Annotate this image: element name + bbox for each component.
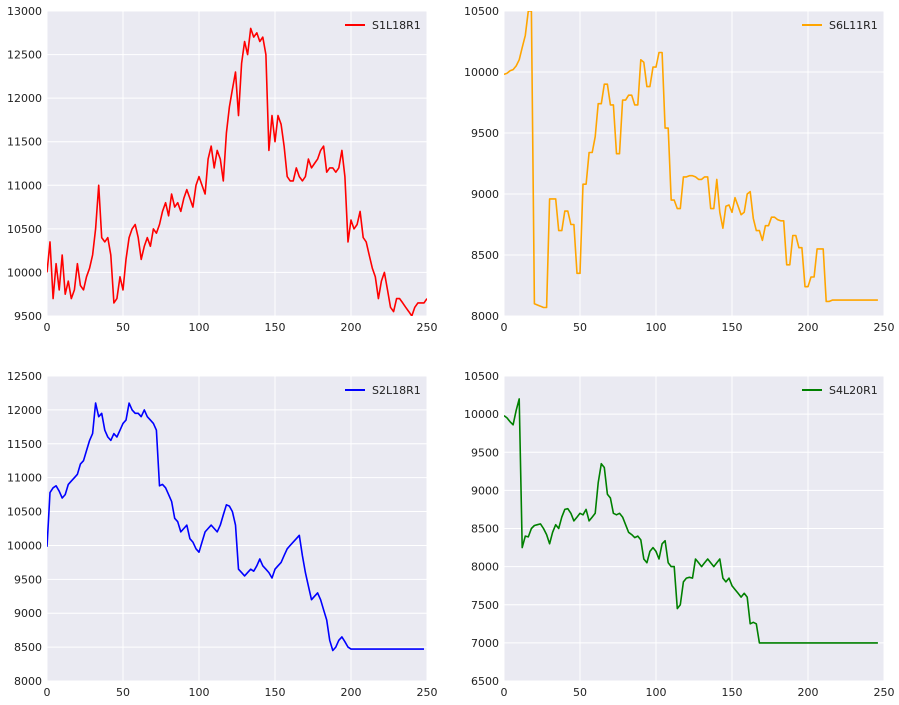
plot-area xyxy=(47,11,427,316)
x-tick-label: 100 xyxy=(189,321,210,334)
y-tick-label: 12000 xyxy=(7,404,42,417)
y-tick-label: 8500 xyxy=(14,641,42,654)
x-tick-label: 0 xyxy=(501,686,508,699)
y-tick-label: 9500 xyxy=(471,446,499,459)
y-tick-label: 9000 xyxy=(471,484,499,497)
y-tick-label: 7000 xyxy=(471,637,499,650)
x-tick-label: 50 xyxy=(573,686,587,699)
y-tick-label: 11000 xyxy=(7,472,42,485)
y-tick-label: 8500 xyxy=(471,249,499,262)
x-tick-label: 150 xyxy=(722,686,743,699)
y-tick-label: 8000 xyxy=(14,675,42,688)
y-tick-label: 12500 xyxy=(7,49,42,62)
y-tick-label: 9500 xyxy=(14,573,42,586)
series-line-s6l11r1 xyxy=(504,11,878,309)
y-tick-label: 9000 xyxy=(471,188,499,201)
y-tick-label: 10500 xyxy=(464,370,499,383)
y-tick-label: 9500 xyxy=(14,310,42,323)
x-tick-label: 150 xyxy=(722,321,743,334)
legend-label: S2L18R1 xyxy=(372,384,421,397)
y-tick-label: 9000 xyxy=(14,607,42,620)
y-tick-label: 10000 xyxy=(464,408,499,421)
y-tick-label: 12500 xyxy=(7,370,42,383)
series-line-s4l20r1 xyxy=(504,398,878,644)
x-tick-label: 0 xyxy=(44,686,51,699)
x-tick-label: 0 xyxy=(44,321,51,334)
y-tick-label: 11500 xyxy=(7,136,42,149)
y-tick-label: 10000 xyxy=(464,66,499,79)
y-tick-label: 10500 xyxy=(7,506,42,519)
series-line-s1l18r1 xyxy=(47,27,427,316)
x-tick-label: 200 xyxy=(341,686,362,699)
x-tick-label: 100 xyxy=(646,686,667,699)
y-tick-label: 13000 xyxy=(7,5,42,18)
legend-label: S6L11R1 xyxy=(829,19,878,32)
legend-label: S4L20R1 xyxy=(829,384,878,397)
x-tick-label: 250 xyxy=(417,686,438,699)
x-tick-label: 150 xyxy=(265,686,286,699)
series-line-s2l18r1 xyxy=(47,402,424,652)
y-tick-label: 9500 xyxy=(471,127,499,140)
y-tick-label: 12000 xyxy=(7,92,42,105)
legend-label: S1L18R1 xyxy=(372,19,421,32)
x-tick-label: 200 xyxy=(798,686,819,699)
x-tick-label: 250 xyxy=(874,321,895,334)
y-tick-label: 11500 xyxy=(7,438,42,451)
x-tick-label: 0 xyxy=(501,321,508,334)
plot-area xyxy=(47,376,427,681)
x-tick-label: 50 xyxy=(116,321,130,334)
x-tick-label: 250 xyxy=(417,321,438,334)
y-tick-label: 10500 xyxy=(464,5,499,18)
y-tick-label: 10500 xyxy=(7,223,42,236)
x-tick-label: 100 xyxy=(189,686,210,699)
y-tick-label: 10000 xyxy=(7,266,42,279)
y-tick-label: 8000 xyxy=(471,561,499,574)
y-tick-label: 10000 xyxy=(7,539,42,552)
y-tick-label: 7500 xyxy=(471,599,499,612)
x-tick-label: 150 xyxy=(265,321,286,334)
x-tick-label: 200 xyxy=(798,321,819,334)
x-tick-label: 50 xyxy=(573,321,587,334)
plot-area xyxy=(504,11,884,316)
x-tick-label: 50 xyxy=(116,686,130,699)
y-tick-label: 6500 xyxy=(471,675,499,688)
y-tick-label: 8000 xyxy=(471,310,499,323)
x-tick-label: 100 xyxy=(646,321,667,334)
x-tick-label: 250 xyxy=(874,686,895,699)
y-tick-label: 11000 xyxy=(7,179,42,192)
x-tick-label: 200 xyxy=(341,321,362,334)
y-tick-label: 8500 xyxy=(471,523,499,536)
